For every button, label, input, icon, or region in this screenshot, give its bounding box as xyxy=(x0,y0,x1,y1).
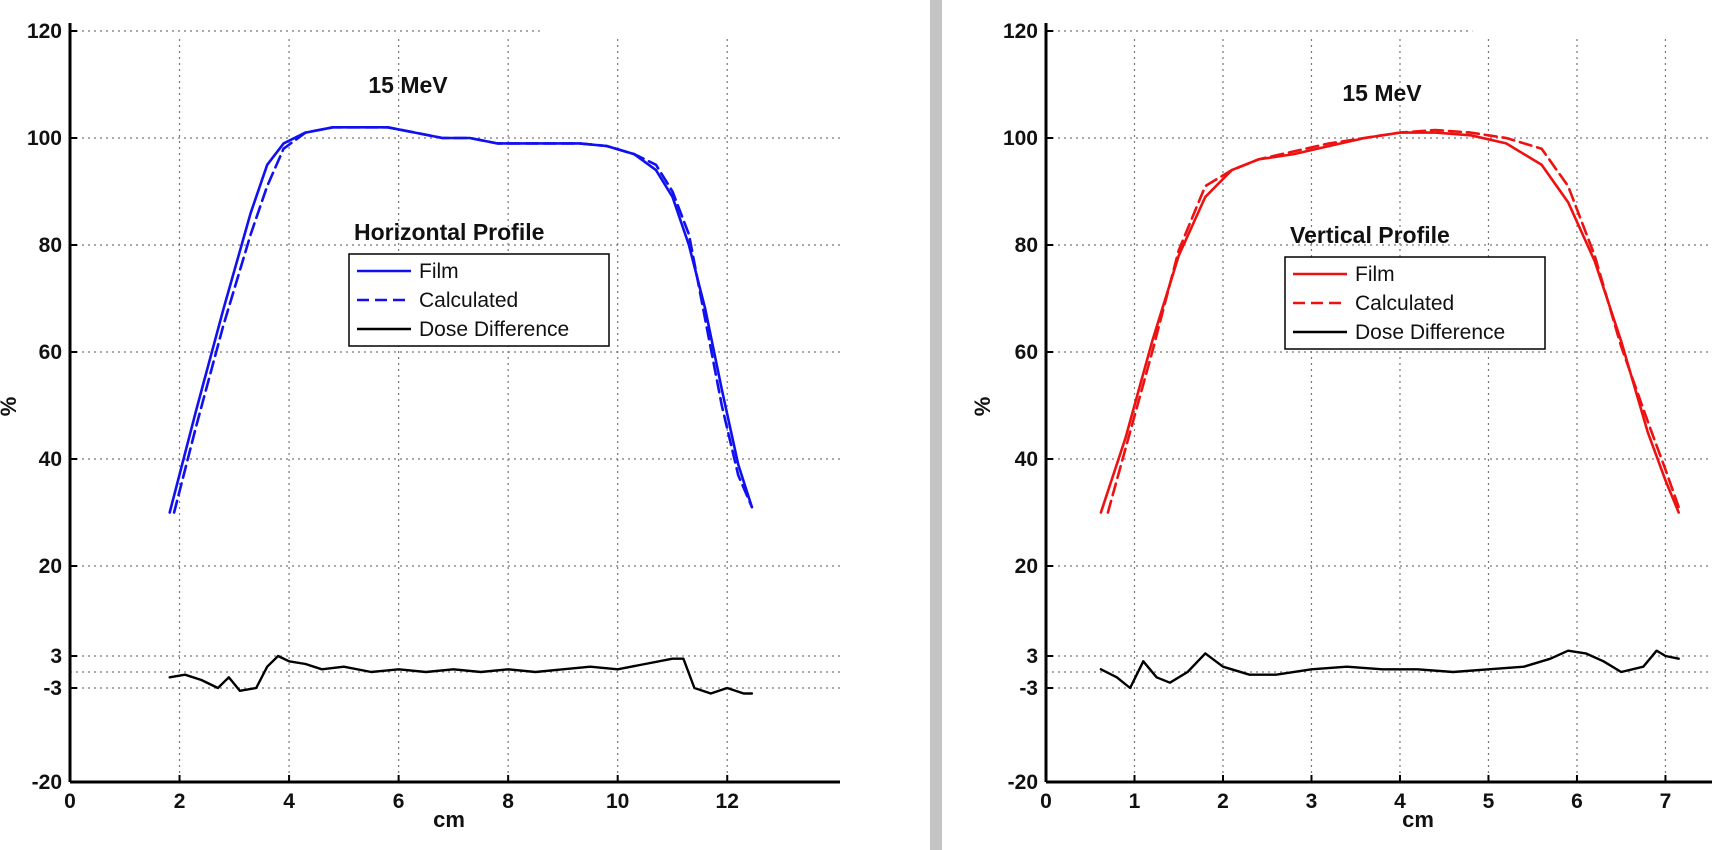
left-legend-label-1: Calculated xyxy=(419,289,518,312)
left-legend-title: Horizontal Profile xyxy=(354,219,544,245)
left-xtick-label-3: 6 xyxy=(393,790,405,813)
right-gridlines xyxy=(1046,30,1712,782)
left-ytick-label-5: 60 xyxy=(39,341,62,364)
right-ytick-label-2: 3 xyxy=(1026,645,1038,668)
right-legend-label-2: Dose Difference xyxy=(1355,321,1505,344)
right-xtick-label-3: 3 xyxy=(1306,790,1318,813)
right-series-dose-difference xyxy=(1099,649,1680,690)
left-title: 15 MeV xyxy=(368,72,448,98)
right-legend-title: Vertical Profile xyxy=(1290,222,1450,248)
right-xtick-label-0: 0 xyxy=(1040,790,1052,813)
left-legend-box xyxy=(348,253,610,347)
left-ytick-label-7: 100 xyxy=(27,127,62,150)
right-legend-label-0: Film xyxy=(1355,263,1395,286)
right-xtick-label-1: 1 xyxy=(1129,790,1141,813)
left-series-dose-difference xyxy=(168,654,754,695)
right-ytick-label-4: 40 xyxy=(1015,448,1038,471)
right-ytick-label-7: 100 xyxy=(1003,127,1038,150)
right-ytick-label-3: 20 xyxy=(1015,555,1038,578)
left-ytick-label-1: -3 xyxy=(43,677,62,700)
right-ytick-label-6: 80 xyxy=(1015,234,1038,257)
right-ylabel: % xyxy=(970,397,995,417)
right-legend-label-1: Calculated xyxy=(1355,292,1454,315)
left-ytick-label-4: 40 xyxy=(39,448,62,471)
left-ytick-label-3: 20 xyxy=(39,555,62,578)
right-xlabel: cm xyxy=(1402,807,1434,832)
left-legend-label-2: Dose Difference xyxy=(419,318,569,341)
right-xtick-label-2: 2 xyxy=(1217,790,1229,813)
left-legend-label-0: Film xyxy=(419,260,459,283)
left-xtick-label-0: 0 xyxy=(64,790,76,813)
left-ytick-label-8: 120 xyxy=(27,20,62,43)
left-xtick-label-4: 8 xyxy=(502,790,514,813)
left-xlabel: cm xyxy=(433,807,465,832)
right-ytick-label-1: -3 xyxy=(1019,677,1038,700)
left-xtick-label-2: 4 xyxy=(283,790,295,813)
right-legend-box xyxy=(1284,256,1546,350)
chart-horizontal-profile: -20 -3 3 20 40 60 80 100 120 0 2 4 6 8 10 12 cm% 15 MeV Ho… xyxy=(0,20,840,832)
left-xtick-label-5: 10 xyxy=(606,790,629,813)
left-ytick-label-6: 80 xyxy=(39,234,62,257)
right-title: 15 MeV xyxy=(1342,80,1422,106)
left-ytick-label-2: 3 xyxy=(50,645,62,668)
right-xtick-label-6: 6 xyxy=(1571,790,1583,813)
right-xtick-label-5: 5 xyxy=(1483,790,1495,813)
left-xtick-label-6: 12 xyxy=(716,790,739,813)
left-series-calculated xyxy=(172,126,754,514)
left-ylabel: % xyxy=(0,397,21,417)
right-ytick-label-5: 60 xyxy=(1015,341,1038,364)
chart-vertical-profile: -20 -3 3 20 40 60 80 100 120 0 1 2 3 4 5 6 7 cm% 15 MeV Ver… xyxy=(970,20,1712,832)
right-series-calculated xyxy=(1106,128,1681,514)
left-xtick-label-1: 2 xyxy=(174,790,186,813)
right-ytick-label-8: 120 xyxy=(1003,20,1038,43)
right-xtick-label-7: 7 xyxy=(1660,790,1672,813)
right-ytick-label-0: -20 xyxy=(1008,771,1038,794)
right-xtick-label-4: 4 xyxy=(1394,790,1406,813)
panel-divider xyxy=(930,0,942,850)
left-ytick-label-0: -20 xyxy=(32,771,62,794)
